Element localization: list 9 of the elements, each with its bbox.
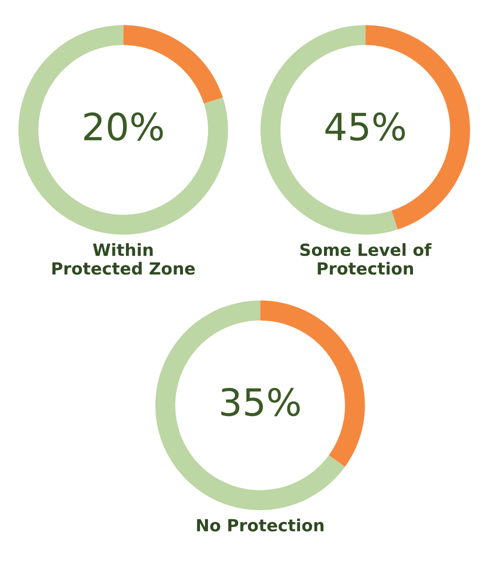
text: No Protection bbox=[197, 518, 324, 532]
text: Within Protected Zone bbox=[52, 243, 195, 275]
donut-slice bbox=[123, 25, 223, 104]
text: Some Level of Protection bbox=[300, 243, 432, 275]
donut-slice bbox=[155, 300, 345, 510]
donut-slice bbox=[18, 25, 228, 235]
data-label: 45% bbox=[325, 112, 405, 141]
data-label: 35% bbox=[221, 388, 300, 416]
data-label: 20% bbox=[84, 112, 163, 141]
